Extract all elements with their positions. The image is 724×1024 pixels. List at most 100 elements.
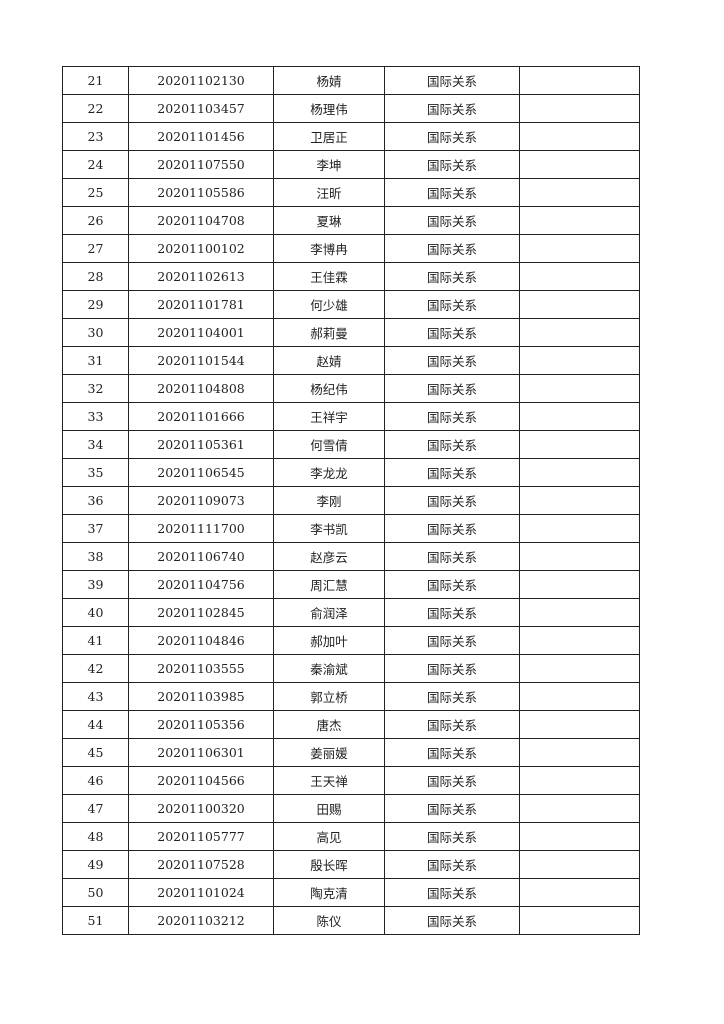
table-row: 21 20201102130 杨婧 国际关系 xyxy=(62,66,640,95)
row-number-cell: 42 xyxy=(62,654,129,683)
student-id-cell: 20201101024 xyxy=(128,878,274,907)
major-cell: 国际关系 xyxy=(384,654,520,683)
major-cell: 国际关系 xyxy=(384,402,520,431)
student-list-table: 21 20201102130 杨婧 国际关系 22 20201103457 杨理伟 国际关系 2… xyxy=(62,66,640,935)
major-cell: 国际关系 xyxy=(384,206,520,235)
remarks-cell xyxy=(519,570,640,599)
table-row: 37 20201111700 李书凯 国际关系 xyxy=(62,514,640,543)
table-row: 47 20201100320 田赐 国际关系 xyxy=(62,794,640,823)
table-row: 22 20201103457 杨理伟 国际关系 xyxy=(62,94,640,123)
student-name-cell: 秦渝斌 xyxy=(273,654,385,683)
remarks-cell xyxy=(519,514,640,543)
remarks-cell xyxy=(519,290,640,319)
student-id-cell: 20201107550 xyxy=(128,150,274,179)
student-name-cell: 李坤 xyxy=(273,150,385,179)
student-name-cell: 郭立桥 xyxy=(273,682,385,711)
major-cell: 国际关系 xyxy=(384,122,520,151)
student-name-cell: 李龙龙 xyxy=(273,458,385,487)
remarks-cell xyxy=(519,402,640,431)
student-id-cell: 20201101544 xyxy=(128,346,274,375)
table-row: 46 20201104566 王天禅 国际关系 xyxy=(62,766,640,795)
table-row: 31 20201101544 赵婧 国际关系 xyxy=(62,346,640,375)
student-name-cell: 杨婧 xyxy=(273,66,385,95)
student-id-cell: 20201111700 xyxy=(128,514,274,543)
row-number-cell: 44 xyxy=(62,710,129,739)
student-id-cell: 20201103457 xyxy=(128,94,274,123)
row-number-cell: 28 xyxy=(62,262,129,291)
table-row: 25 20201105586 汪昕 国际关系 xyxy=(62,178,640,207)
remarks-cell xyxy=(519,94,640,123)
table-row: 24 20201107550 李坤 国际关系 xyxy=(62,150,640,179)
student-id-cell: 20201105586 xyxy=(128,178,274,207)
row-number-cell: 27 xyxy=(62,234,129,263)
student-id-cell: 20201102613 xyxy=(128,262,274,291)
remarks-cell xyxy=(519,318,640,347)
remarks-cell xyxy=(519,822,640,851)
major-cell: 国际关系 xyxy=(384,374,520,403)
remarks-cell xyxy=(519,542,640,571)
table-row: 29 20201101781 何少雄 国际关系 xyxy=(62,290,640,319)
student-name-cell: 周汇慧 xyxy=(273,570,385,599)
table-row: 32 20201104808 杨纪伟 国际关系 xyxy=(62,374,640,403)
major-cell: 国际关系 xyxy=(384,794,520,823)
student-id-cell: 20201101781 xyxy=(128,290,274,319)
row-number-cell: 34 xyxy=(62,430,129,459)
major-cell: 国际关系 xyxy=(384,346,520,375)
student-name-cell: 王天禅 xyxy=(273,766,385,795)
major-cell: 国际关系 xyxy=(384,234,520,263)
major-cell: 国际关系 xyxy=(384,514,520,543)
table-row: 41 20201104846 郝加叶 国际关系 xyxy=(62,626,640,655)
student-id-cell: 20201105356 xyxy=(128,710,274,739)
table-row: 43 20201103985 郭立桥 国际关系 xyxy=(62,682,640,711)
row-number-cell: 41 xyxy=(62,626,129,655)
remarks-cell xyxy=(519,738,640,767)
student-name-cell: 唐杰 xyxy=(273,710,385,739)
major-cell: 国际关系 xyxy=(384,710,520,739)
remarks-cell xyxy=(519,346,640,375)
row-number-cell: 50 xyxy=(62,878,129,907)
student-name-cell: 汪昕 xyxy=(273,178,385,207)
student-name-cell: 李书凯 xyxy=(273,514,385,543)
row-number-cell: 35 xyxy=(62,458,129,487)
student-id-cell: 20201100102 xyxy=(128,234,274,263)
remarks-cell xyxy=(519,430,640,459)
student-name-cell: 李博冉 xyxy=(273,234,385,263)
table-row: 40 20201102845 俞润泽 国际关系 xyxy=(62,598,640,627)
remarks-cell xyxy=(519,178,640,207)
student-id-cell: 20201104001 xyxy=(128,318,274,347)
student-name-cell: 殷长晖 xyxy=(273,850,385,879)
table-body: 21 20201102130 杨婧 国际关系 22 20201103457 杨理伟 国际关系 2… xyxy=(62,66,640,935)
student-name-cell: 姜丽媛 xyxy=(273,738,385,767)
major-cell: 国际关系 xyxy=(384,150,520,179)
row-number-cell: 29 xyxy=(62,290,129,319)
student-name-cell: 赵婧 xyxy=(273,346,385,375)
student-id-cell: 20201107528 xyxy=(128,850,274,879)
row-number-cell: 46 xyxy=(62,766,129,795)
major-cell: 国际关系 xyxy=(384,66,520,95)
remarks-cell xyxy=(519,626,640,655)
major-cell: 国际关系 xyxy=(384,850,520,879)
student-name-cell: 王祥宇 xyxy=(273,402,385,431)
major-cell: 国际关系 xyxy=(384,682,520,711)
remarks-cell xyxy=(519,906,640,935)
student-name-cell: 高见 xyxy=(273,822,385,851)
major-cell: 国际关系 xyxy=(384,766,520,795)
row-number-cell: 33 xyxy=(62,402,129,431)
table-row: 38 20201106740 赵彦云 国际关系 xyxy=(62,542,640,571)
remarks-cell xyxy=(519,150,640,179)
student-id-cell: 20201104708 xyxy=(128,206,274,235)
student-id-cell: 20201103212 xyxy=(128,906,274,935)
student-name-cell: 李刚 xyxy=(273,486,385,515)
major-cell: 国际关系 xyxy=(384,178,520,207)
student-id-cell: 20201104566 xyxy=(128,766,274,795)
student-name-cell: 夏琳 xyxy=(273,206,385,235)
remarks-cell xyxy=(519,234,640,263)
table-row: 45 20201106301 姜丽媛 国际关系 xyxy=(62,738,640,767)
row-number-cell: 37 xyxy=(62,514,129,543)
student-name-cell: 杨理伟 xyxy=(273,94,385,123)
major-cell: 国际关系 xyxy=(384,626,520,655)
row-number-cell: 43 xyxy=(62,682,129,711)
student-id-cell: 20201106301 xyxy=(128,738,274,767)
major-cell: 国际关系 xyxy=(384,458,520,487)
row-number-cell: 25 xyxy=(62,178,129,207)
